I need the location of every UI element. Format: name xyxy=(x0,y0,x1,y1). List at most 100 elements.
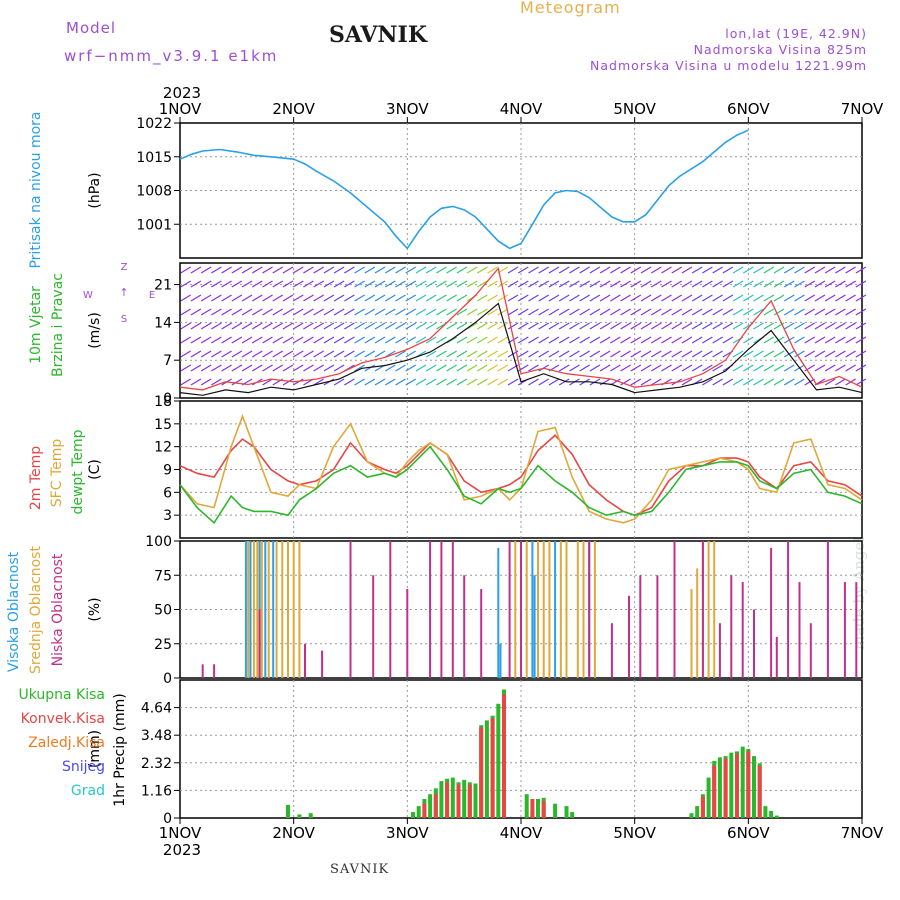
wind-barb xyxy=(180,378,191,386)
wind-barb xyxy=(517,322,529,330)
wind-barb xyxy=(835,378,846,386)
wind-barb xyxy=(446,322,457,330)
wind-barb xyxy=(783,308,795,316)
wind-barb xyxy=(241,294,253,302)
wind-barb xyxy=(180,322,191,330)
bar-cloud_low xyxy=(855,582,858,678)
bar-precip_total xyxy=(717,757,722,818)
wind-barb xyxy=(599,322,611,330)
wind-barb xyxy=(425,266,437,274)
bar-cloud_high xyxy=(554,541,557,678)
wind-barb xyxy=(374,322,386,330)
wind-barb xyxy=(783,322,795,330)
bar-cloud_low xyxy=(321,650,324,678)
bar-precip_total xyxy=(524,794,529,818)
wind-barb xyxy=(732,322,744,330)
wind-barb xyxy=(292,336,304,344)
bar-precip_total xyxy=(308,813,313,818)
wind-barb xyxy=(272,336,284,344)
y-tick-label: 25 xyxy=(154,637,172,653)
wind-barb xyxy=(671,322,683,330)
wind-barb xyxy=(436,294,447,302)
wind-barb xyxy=(446,266,457,274)
wind-barb xyxy=(446,364,457,372)
wind-barb xyxy=(313,378,324,386)
wind-barb xyxy=(589,364,601,372)
wind-barb xyxy=(405,322,417,330)
wind-barb xyxy=(589,280,601,288)
wind-barb xyxy=(354,364,365,372)
wind-barb xyxy=(538,266,550,274)
wind-barb xyxy=(272,294,284,302)
bar-precip_total xyxy=(496,703,501,818)
wind-barb xyxy=(211,308,222,316)
wind-barb xyxy=(650,322,662,330)
wind-barb xyxy=(743,364,754,372)
wind-barb xyxy=(579,280,590,288)
bar-precip_total xyxy=(462,779,467,818)
wind-barb xyxy=(405,350,417,358)
bar-precip_total xyxy=(286,804,290,818)
wind-barb xyxy=(354,322,365,330)
location-coords: lon,lat (19E, 42.9N) xyxy=(725,26,867,41)
wind-barb xyxy=(200,308,212,316)
wind-barb xyxy=(333,308,345,316)
y-tick-label: 6 xyxy=(163,485,172,501)
wind-barb xyxy=(783,378,795,386)
wind-barb xyxy=(497,308,509,316)
wind-barb xyxy=(569,364,580,372)
wind-barb xyxy=(282,364,294,372)
wind-barb xyxy=(200,280,212,288)
wind-barb xyxy=(466,280,478,288)
wind-barb xyxy=(702,336,713,344)
wind-barb xyxy=(384,308,396,316)
wind-barb xyxy=(507,294,519,302)
wind-barb xyxy=(558,336,570,344)
x-tick-label-top: 2NOV xyxy=(272,100,315,118)
wind-barb xyxy=(517,280,529,288)
bar-cloud_high xyxy=(531,541,534,678)
wind-barb xyxy=(415,266,427,274)
bar-cloud_low xyxy=(258,609,261,678)
wind-barb xyxy=(630,308,642,316)
wind-barb xyxy=(292,378,304,386)
wind-barb xyxy=(681,308,693,316)
wind-barb xyxy=(231,294,243,302)
wind-barb xyxy=(681,350,693,358)
wind-barb xyxy=(313,266,324,274)
wind-barb xyxy=(436,336,447,344)
wind-barb xyxy=(620,364,631,372)
compass-south: S xyxy=(121,314,127,325)
wind-barb xyxy=(466,336,478,344)
wind-barb xyxy=(344,350,355,358)
bar-cloud_low xyxy=(718,623,721,678)
wind-barb xyxy=(364,294,376,302)
wind-barb xyxy=(303,294,314,302)
wind-barb xyxy=(804,308,816,316)
wind-barb xyxy=(548,294,560,302)
bar-precip_conv xyxy=(723,758,728,818)
y-tick-label: 7 xyxy=(163,353,172,369)
temp-ylabel-2m: 2m Temp xyxy=(28,446,44,510)
wind-barb xyxy=(773,280,785,288)
wind-barb xyxy=(589,350,601,358)
wind-barb xyxy=(303,322,314,330)
bar-precip_conv xyxy=(541,801,546,818)
wind-barb xyxy=(650,364,662,372)
bar-cloud_low xyxy=(349,541,352,678)
wind-barb xyxy=(579,308,590,316)
wind-barb xyxy=(456,364,468,372)
bar-precip_conv xyxy=(530,799,535,818)
wind-barb xyxy=(579,266,590,274)
wind-barb xyxy=(773,350,785,358)
bar-precip_total xyxy=(752,756,756,818)
wind-barb xyxy=(487,378,498,386)
bar-precip_total xyxy=(411,812,415,818)
bar-cloud_mid xyxy=(559,541,562,678)
wind-barb xyxy=(456,322,468,330)
wind-barb xyxy=(610,280,621,288)
x-tick-label-bottom: 1NOV xyxy=(159,824,202,842)
wind-barb xyxy=(180,280,191,288)
bar-cloud_high xyxy=(533,575,536,679)
bar-cloud_low xyxy=(429,541,432,678)
